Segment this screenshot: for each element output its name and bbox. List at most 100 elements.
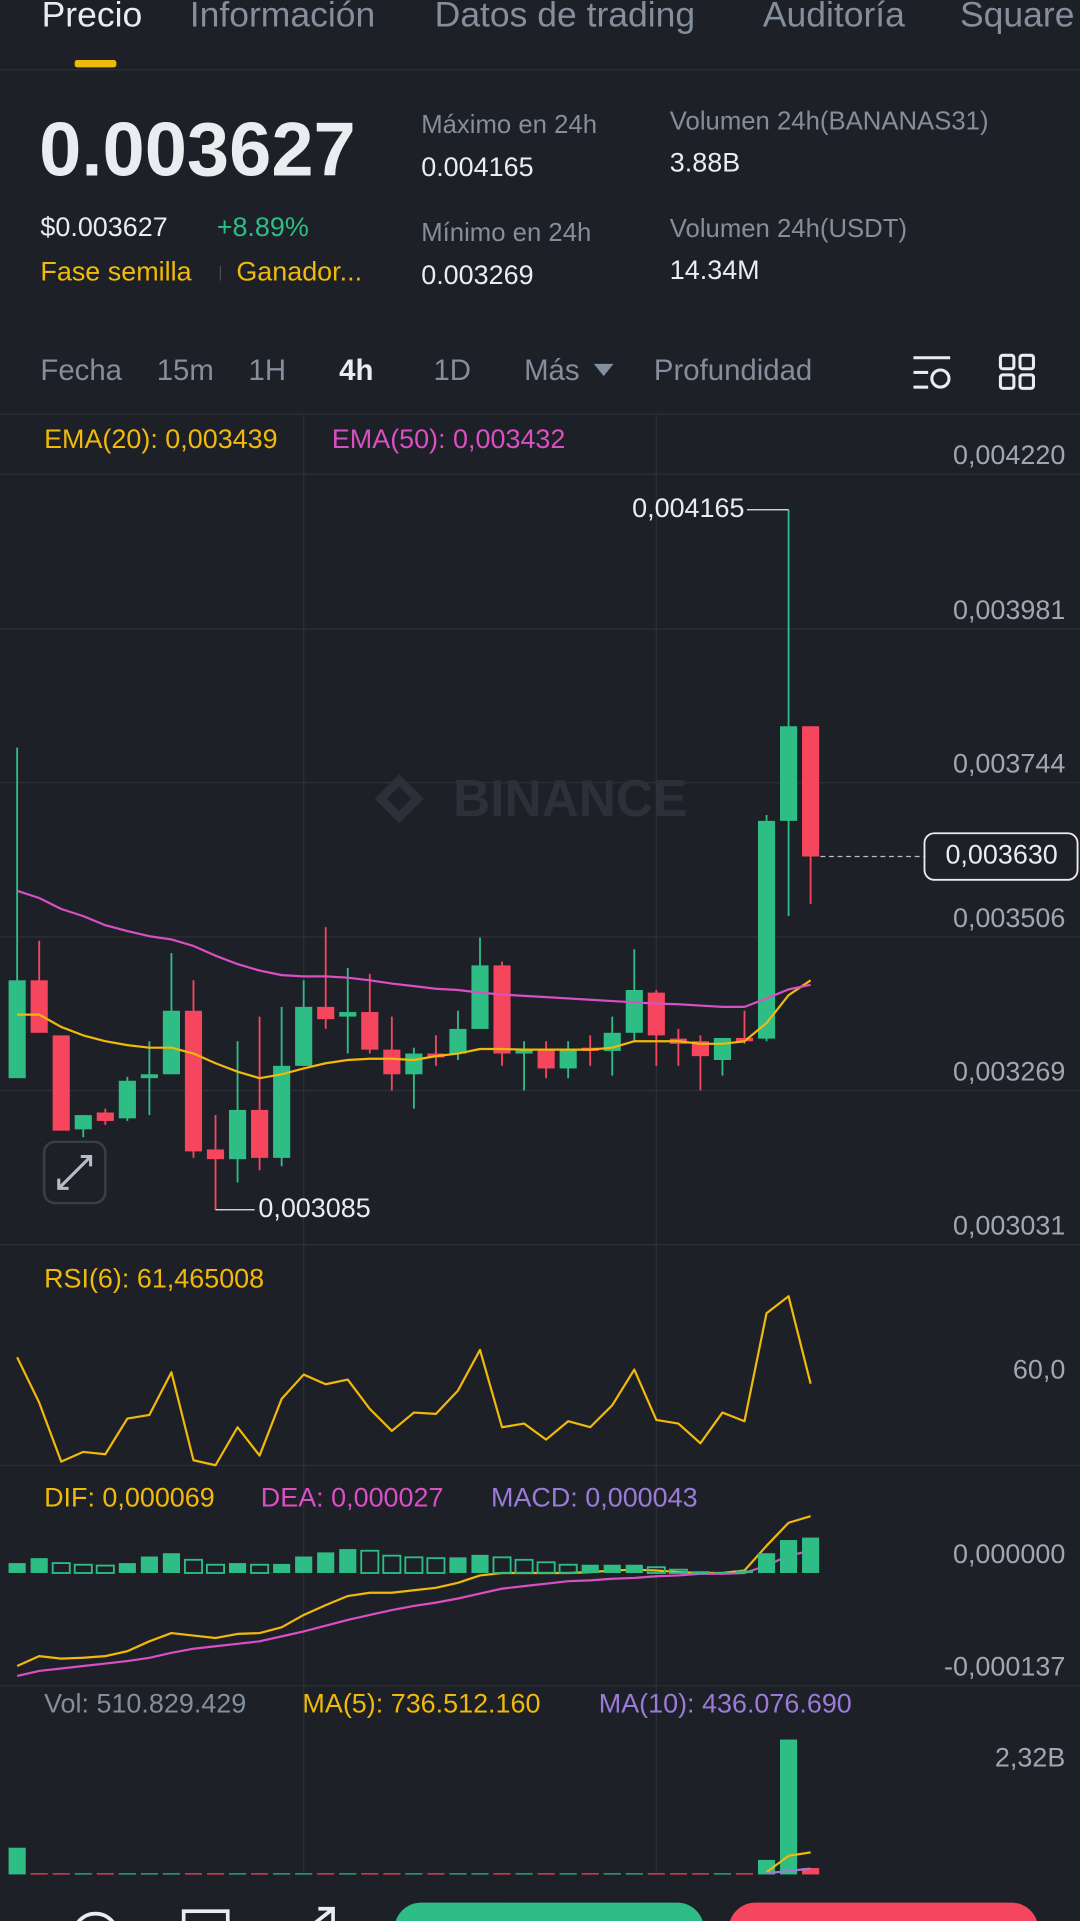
interval[interactable]: 1D [433,354,471,387]
bar [514,1558,534,1574]
y-tick-label: 0,000000 [953,1539,1065,1569]
y-tick-label: 0,003506 [953,903,1065,933]
bar [184,1873,203,1875]
bar [162,1553,180,1573]
interval[interactable]: 1H [249,354,287,387]
bar [581,1564,599,1573]
candle-body [471,965,489,1029]
stat-value: 14.34M [670,255,760,285]
bar [206,1563,225,1574]
bar [339,1873,357,1875]
price-change: +8.89% [217,212,309,242]
interval[interactable]: Más [524,354,579,387]
tag[interactable]: Ganador... [236,256,362,286]
settings-icon[interactable] [913,356,951,389]
bar [273,1563,291,1573]
bar [383,1873,401,1875]
stat-label: Volumen 24h(BANANAS31) [670,107,989,135]
bar [581,1873,599,1875]
bar [757,1553,776,1573]
candle-body [713,1037,732,1061]
buy-button[interactable] [394,1902,704,1921]
candle-body [8,980,26,1079]
bar [339,1549,357,1573]
stat-value: 0.003269 [421,260,533,290]
nav-icon[interactable] [73,1911,117,1921]
min-label: 0,003085 [258,1193,370,1223]
tab[interactable]: Precio [42,0,143,35]
watermark-text: BINANCE [453,769,687,827]
y-tick-label: 0,003981 [953,595,1065,625]
bar [426,1557,446,1574]
bar [558,1563,578,1574]
bar [228,1563,247,1573]
bar [8,1563,26,1573]
bar [603,1564,621,1573]
tab-indicator [74,60,117,68]
bar [668,1568,688,1574]
candle-body [405,1053,423,1075]
interval[interactable]: Profundidad [654,354,812,387]
indicator-line [765,1851,811,1874]
interval[interactable]: 4h [339,354,373,387]
candle-body [74,1115,92,1130]
expand-button[interactable] [42,1140,107,1205]
max-label: 0,004165 [632,493,744,523]
bar [250,1563,270,1574]
tab[interactable]: Auditoría [763,0,905,35]
bar [30,1873,48,1875]
bar [713,1873,732,1875]
candle-body [449,1028,467,1054]
candle-body [735,1037,754,1042]
legend-entry: DIF: 0,000069 [44,1483,215,1513]
candle-body [647,992,665,1036]
layout-icon[interactable] [998,353,1035,390]
watermark: BINANCE [374,769,687,827]
bar [735,1873,754,1875]
sell-button[interactable] [729,1902,1039,1921]
bar [8,1847,26,1875]
y-tick-label: 60,0 [1013,1355,1065,1385]
bar [360,1549,380,1574]
tab[interactable]: Square [960,0,1074,35]
price-usd: $0.003627 [40,212,167,242]
candle-body [52,1035,70,1131]
bar [449,1557,467,1573]
tab[interactable]: Información [190,0,375,35]
candle-body [118,1080,136,1119]
bar [471,1873,489,1875]
tab[interactable]: Datos de trading [435,0,695,35]
bar [140,1556,158,1573]
nav-icon[interactable] [181,1909,230,1921]
bar [625,1564,643,1573]
interval[interactable]: 15m [157,354,214,387]
candle-body [559,1049,577,1069]
bar [404,1556,424,1574]
bar [427,1873,445,1875]
stat-label: Volumen 24h(USDT) [670,215,907,243]
y-tick-label: 0,004220 [953,440,1065,470]
plot: 0,004220 0,003981 0,003744 0,003506 0,003269… [0,424,1080,1875]
bar [52,1873,70,1875]
candle-body [339,1012,357,1017]
bar [317,1873,335,1875]
bar [361,1873,379,1875]
stat-value: 0.004165 [421,152,533,182]
candle-body [625,990,643,1033]
y-tick-label: -0,000137 [944,1652,1065,1682]
bar [95,1564,115,1574]
bar [691,1873,709,1875]
stat-label: Mínimo en 24h [421,219,591,247]
dropdown-arrow [593,363,614,377]
bar [471,1554,489,1573]
candle-body [228,1109,247,1160]
tag[interactable]: Fase semilla [40,256,191,286]
bar [603,1873,621,1875]
legend-entry: MACD: 0,000043 [491,1483,698,1513]
candle-body [273,1065,291,1158]
nav-icon[interactable] [299,1906,335,1921]
interval[interactable]: Fecha [40,354,122,387]
